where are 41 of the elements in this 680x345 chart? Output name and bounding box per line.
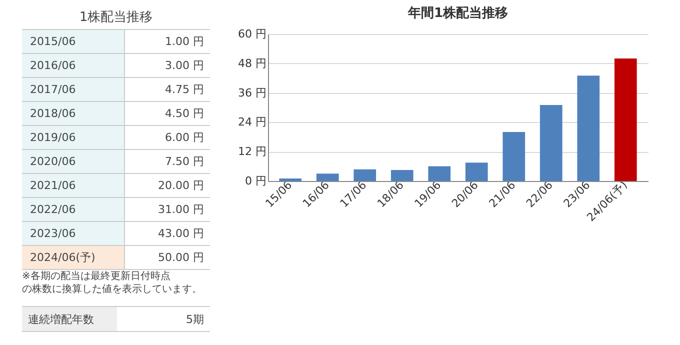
category-label: 2022/06 bbox=[22, 198, 125, 221]
category-label: 2020/06 bbox=[22, 150, 125, 173]
bar bbox=[540, 105, 562, 181]
text: 31.00 円 bbox=[158, 203, 204, 216]
text: 4.75 円 bbox=[165, 83, 204, 96]
text: 1.00 円 bbox=[165, 35, 204, 48]
category-label: 2021/06 bbox=[22, 174, 125, 197]
text: 7.50 円 bbox=[165, 155, 204, 168]
chart-title: 年間1株配当推移 bbox=[406, 6, 508, 21]
text: 50.00 円 bbox=[158, 251, 204, 264]
y-tick-label: 12 円 bbox=[238, 145, 266, 158]
text: の株数に換算した値を表示しています。 bbox=[22, 283, 203, 296]
category-label: 2015/06 bbox=[22, 30, 125, 53]
bar bbox=[577, 76, 600, 181]
text: ※各期の配当は最終更新日付時点 bbox=[22, 270, 172, 283]
bar bbox=[316, 174, 339, 181]
text: 4.50 円 bbox=[165, 107, 204, 120]
bar bbox=[614, 58, 637, 181]
category-label: 2016/06 bbox=[22, 54, 125, 77]
text: 連続増配年数 bbox=[22, 307, 117, 331]
bar bbox=[390, 170, 414, 181]
text: 20.00 円 bbox=[158, 179, 204, 192]
y-tick-label: 24 円 bbox=[238, 116, 266, 129]
text: 3.00 円 bbox=[165, 59, 204, 72]
text: 1株配当推移 bbox=[22, 6, 210, 30]
bar bbox=[465, 162, 488, 181]
bar bbox=[502, 132, 526, 181]
y-tick-label: 48 円 bbox=[238, 56, 266, 70]
y-tick-label: 36 円 bbox=[238, 86, 266, 100]
category-label: 2023/06 bbox=[22, 222, 125, 245]
y-tick-label: 0 円 bbox=[245, 174, 266, 188]
category-label: 2019/06 bbox=[22, 126, 125, 149]
text: 6.00 円 bbox=[165, 131, 204, 144]
bar bbox=[428, 166, 451, 181]
category-label: 2024/06(予) bbox=[22, 246, 125, 269]
category-label: 2018/06 bbox=[22, 102, 125, 125]
text: 43.00 円 bbox=[158, 227, 204, 240]
bar bbox=[354, 169, 376, 181]
category-label: 2017/06 bbox=[22, 78, 125, 101]
y-tick-label: 60 円 bbox=[238, 28, 266, 40]
text: 5期 bbox=[185, 312, 205, 326]
